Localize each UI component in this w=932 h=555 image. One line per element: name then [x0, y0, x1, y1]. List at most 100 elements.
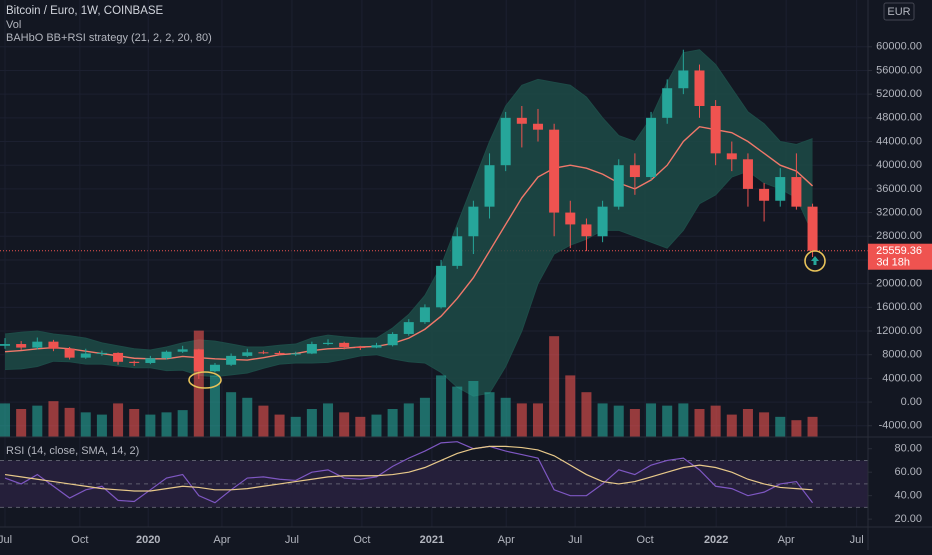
volume-bar: [549, 336, 560, 437]
volume-bar: [807, 416, 818, 437]
candle-body: [113, 352, 124, 362]
candle-body: [209, 364, 220, 372]
volume-bar: [613, 405, 624, 437]
band-middle: [4, 125, 814, 361]
candle-body: [613, 165, 624, 207]
x-tick-label: Apr: [498, 534, 515, 546]
x-tick-label: Oct: [637, 534, 654, 546]
y-tick-label: 0.00: [901, 396, 922, 408]
candle-body: [226, 355, 237, 365]
candle-body: [775, 177, 786, 201]
y-tick-label: 40000.00: [876, 159, 922, 171]
buy-signal-arrow: [811, 256, 819, 265]
volume-bar: [16, 409, 27, 437]
candle-body: [791, 177, 802, 207]
volume-bar: [597, 403, 608, 437]
candle-body: [419, 307, 430, 323]
volume-bar: [355, 416, 366, 437]
volume-bar: [80, 412, 91, 437]
y-tick-label: 20000.00: [876, 278, 922, 290]
volume-bar: [742, 409, 753, 437]
candle-body: [129, 361, 140, 363]
y-tick-label: 20.00: [894, 513, 922, 525]
y-tick-label: 16000.00: [876, 301, 922, 313]
candle-body: [597, 206, 608, 237]
candle-body: [258, 352, 269, 354]
band-edge: [4, 49, 813, 351]
y-tick-label: 40.00: [894, 490, 922, 502]
candle-body: [500, 117, 511, 166]
candle-body: [323, 342, 334, 345]
x-tick-label: Jul: [568, 534, 582, 546]
candle-body: [96, 352, 107, 354]
band-fill: [5, 49, 813, 397]
y-tick-label: 80.00: [894, 443, 922, 455]
y-tick-label: 32000.00: [876, 206, 922, 218]
symbol-title: Bitcoin / Euro, 1W, COINBASE: [6, 5, 164, 17]
x-tick-label: Jul: [850, 534, 864, 546]
x-tick-label: Oct: [353, 534, 370, 546]
y-tick-label: -4000.00: [879, 420, 922, 432]
currency-box[interactable]: [883, 2, 915, 21]
volume-bar: [339, 412, 350, 437]
candle-layer: [0, 49, 818, 379]
volume-bar: [323, 403, 334, 437]
volume-bar: [646, 403, 657, 437]
volume-bar: [226, 392, 237, 437]
volume-bar: [403, 403, 414, 437]
y-tick-label: 8000.00: [882, 349, 922, 361]
x-tick-label: Apr: [213, 534, 230, 546]
last-price-label: 25559.36: [876, 245, 922, 257]
highlight-circle: [188, 371, 222, 389]
volume-bar: [129, 409, 140, 437]
candle-body: [468, 206, 479, 237]
candle-body: [371, 345, 382, 348]
volume-bar: [306, 409, 317, 437]
candle-body: [48, 341, 59, 349]
candle-body: [662, 88, 673, 118]
candle-body: [306, 344, 317, 354]
highlight-circle: [804, 250, 826, 272]
volume-bar: [242, 397, 253, 437]
candle-body: [177, 349, 188, 352]
candle-body: [436, 265, 447, 308]
candle-body: [193, 349, 204, 372]
volume-layer: [0, 330, 818, 437]
x-tick-label: Jul: [0, 534, 12, 546]
candle-body: [290, 353, 301, 355]
volume-bar: [177, 410, 188, 437]
candle-body: [549, 129, 560, 213]
x-tick-label: Oct: [71, 534, 88, 546]
last-price-box: [868, 243, 932, 270]
candle-body: [646, 117, 657, 178]
volume-bar: [565, 375, 576, 437]
candle-body: [355, 346, 366, 348]
candle-body: [484, 165, 495, 207]
volume-bar: [436, 375, 447, 437]
volume-bar: [775, 416, 786, 437]
candle-body: [32, 341, 43, 348]
x-tick-label: Jul: [285, 534, 299, 546]
candle-body: [387, 333, 398, 346]
y-tick-label: 4000.00: [882, 372, 922, 384]
y-tick-label: 12000.00: [876, 325, 922, 337]
x-tick-label: Apr: [778, 534, 795, 546]
volume-bar: [581, 392, 592, 437]
volume-bar: [484, 392, 495, 437]
volume-bar: [629, 409, 640, 437]
candle-body: [339, 342, 350, 347]
candle-body: [581, 224, 592, 237]
volume-bar: [387, 409, 398, 437]
y-tick-label: 52000.00: [876, 88, 922, 100]
volume-bar: [209, 375, 220, 437]
candle-body: [759, 188, 770, 201]
y-tick-label: 48000.00: [876, 112, 922, 124]
rsi-ma-line: [4, 445, 813, 492]
volume-bar: [759, 412, 770, 437]
volume-bar: [193, 330, 204, 437]
candle-body: [629, 165, 640, 178]
volume-bar: [145, 414, 156, 437]
volume-bar: [0, 403, 11, 437]
currency-label[interactable]: EUR: [887, 6, 910, 18]
